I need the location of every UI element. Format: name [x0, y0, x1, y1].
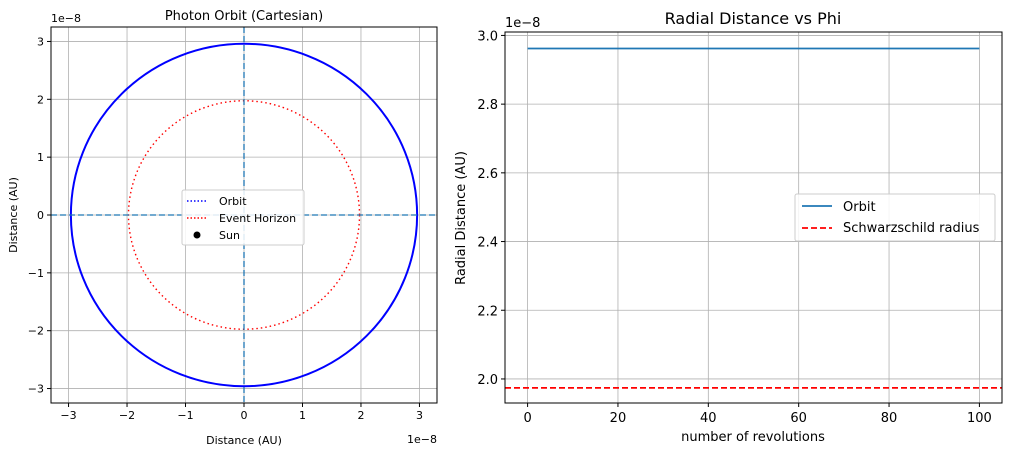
- left-x-offset-text: 1e−8: [407, 433, 437, 446]
- legend-right-orbit-label: Orbit: [843, 200, 876, 215]
- right-legend: Orbit Schwarzschild radius: [794, 193, 996, 242]
- right-y-offset-text: 1e−8: [505, 16, 540, 31]
- left-x-axis-label: Distance (AU): [206, 434, 282, 447]
- right-y-tick-label: 2.4: [477, 236, 498, 251]
- left-x-tick-label: 3: [416, 409, 423, 422]
- right-y-tick-label: 2.0: [477, 373, 498, 388]
- left-legend: Orbit Event Horizon Sun: [181, 189, 305, 246]
- right-x-tick-label: 100: [967, 411, 992, 426]
- right-x-tick-label: 80: [881, 411, 898, 426]
- left-y-tick-label: 2: [37, 93, 44, 106]
- left-y-offset-text: 1e−8: [51, 12, 81, 25]
- radial-distance-chart: 0 20 40 60 80 100 2.0 2.2 2.4 2.6 2.8 3.0 Radial Di…: [454, 9, 1003, 445]
- left-x-tick-label: 0: [241, 409, 248, 422]
- left-y-tick-label: 0: [37, 209, 44, 222]
- right-x-axis-label: number of revolutions: [681, 430, 825, 445]
- right-axes-frame: [504, 31, 1003, 404]
- legend-orbit-label: Orbit: [219, 195, 247, 208]
- right-x-tick-label: 0: [523, 411, 531, 426]
- legend-sun-label: Sun: [219, 229, 240, 242]
- left-chart-title: Photon Orbit (Cartesian): [165, 9, 323, 24]
- left-y-tick-label: −1: [28, 267, 44, 280]
- right-ticks: 0 20 40 60 80 100 2.0 2.2 2.4 2.6 2.8 3.0: [477, 29, 992, 426]
- right-x-tick-label: 20: [610, 411, 627, 426]
- right-y-axis-label: Radial Distance (AU): [454, 151, 469, 285]
- right-y-tick-label: 2.8: [477, 98, 498, 113]
- left-y-tick-label: 3: [37, 35, 44, 48]
- left-y-axis-label: Distance (AU): [7, 177, 20, 253]
- left-y-tick-label: −2: [28, 325, 44, 338]
- right-legend-box: [794, 193, 996, 242]
- right-x-tick-label: 40: [700, 411, 717, 426]
- photon-orbit-chart: −3 −2 −1 0 1 2 3 −3 −2 −1 0 1 2 3 Photon Orbit (Carte…: [7, 9, 438, 447]
- right-y-tick-label: 2.2: [477, 304, 498, 319]
- right-x-tick-label: 60: [790, 411, 807, 426]
- legend-sun-swatch: [193, 231, 201, 239]
- left-ticks: −3 −2 −1 0 1 2 3 −3 −2 −1 0 1 2 3: [28, 35, 423, 422]
- right-chart-title: Radial Distance vs Phi: [665, 9, 842, 28]
- legend-schwarzschild-label: Schwarzschild radius: [843, 221, 980, 236]
- right-plot-area: [505, 47, 1002, 389]
- left-x-tick-label: −1: [177, 409, 193, 422]
- left-x-tick-label: −2: [119, 409, 135, 422]
- left-x-tick-label: 1: [299, 409, 306, 422]
- left-y-tick-label: 1: [37, 151, 44, 164]
- left-y-tick-label: −3: [28, 383, 44, 396]
- legend-event-horizon-label: Event Horizon: [219, 212, 296, 225]
- right-grid: [505, 32, 1002, 403]
- left-x-tick-label: 2: [357, 409, 364, 422]
- left-x-tick-label: −3: [60, 409, 76, 422]
- right-y-tick-label: 2.6: [477, 167, 498, 182]
- left-legend-box: [181, 189, 305, 246]
- right-y-tick-label: 3.0: [477, 29, 498, 44]
